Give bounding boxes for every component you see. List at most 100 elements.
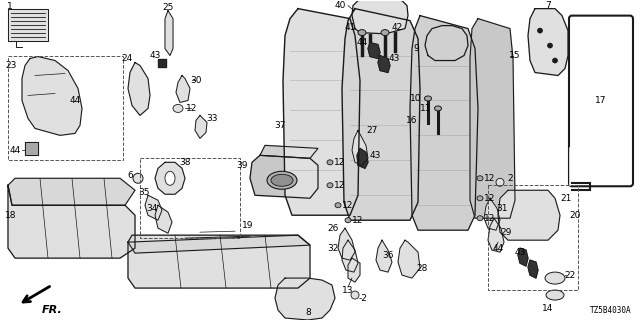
Text: 23: 23	[5, 61, 17, 70]
Text: 6: 6	[127, 171, 133, 180]
Circle shape	[133, 173, 143, 183]
Polygon shape	[338, 228, 355, 260]
Polygon shape	[8, 9, 48, 41]
Polygon shape	[342, 9, 420, 220]
Polygon shape	[352, 0, 408, 34]
Circle shape	[496, 178, 504, 186]
Text: 26: 26	[327, 224, 339, 233]
Ellipse shape	[424, 96, 431, 101]
FancyBboxPatch shape	[569, 16, 633, 186]
Text: 30: 30	[190, 76, 202, 85]
Polygon shape	[528, 260, 538, 278]
Text: 37: 37	[275, 121, 285, 130]
Text: 41: 41	[344, 23, 356, 32]
Text: 43: 43	[369, 151, 381, 160]
Circle shape	[547, 43, 552, 48]
Polygon shape	[518, 248, 528, 266]
Text: 12: 12	[352, 216, 364, 225]
Text: 16: 16	[406, 116, 418, 125]
Polygon shape	[275, 278, 335, 320]
Text: 24: 24	[122, 54, 132, 63]
Polygon shape	[470, 19, 515, 218]
Ellipse shape	[358, 29, 366, 36]
Polygon shape	[25, 142, 38, 155]
Text: FR.: FR.	[42, 305, 62, 315]
Text: 44: 44	[492, 244, 504, 253]
Text: 29: 29	[500, 228, 512, 237]
Ellipse shape	[435, 106, 442, 111]
Ellipse shape	[165, 171, 175, 185]
Polygon shape	[488, 218, 504, 252]
Text: 35: 35	[138, 188, 150, 197]
Polygon shape	[22, 57, 82, 135]
Polygon shape	[357, 148, 368, 168]
Text: 27: 27	[366, 126, 378, 135]
Polygon shape	[398, 240, 420, 278]
Polygon shape	[410, 16, 478, 230]
Ellipse shape	[477, 216, 483, 221]
Text: 43: 43	[388, 54, 400, 63]
Text: -2: -2	[358, 293, 367, 302]
Polygon shape	[155, 205, 172, 233]
Text: 43: 43	[149, 51, 161, 60]
Polygon shape	[260, 145, 318, 158]
Text: 25: 25	[163, 3, 173, 12]
Text: 22: 22	[564, 271, 575, 280]
Text: 15: 15	[509, 51, 521, 60]
Text: 13: 13	[342, 285, 354, 295]
Polygon shape	[498, 190, 560, 240]
Text: 9: 9	[413, 44, 419, 53]
Text: 44: 44	[69, 96, 81, 105]
Polygon shape	[176, 76, 190, 102]
Polygon shape	[484, 198, 500, 230]
Text: 14: 14	[542, 304, 554, 313]
Text: 36: 36	[382, 251, 394, 260]
Polygon shape	[8, 185, 135, 258]
Polygon shape	[250, 155, 318, 198]
Bar	[140, 158, 240, 238]
Text: 44: 44	[356, 38, 367, 47]
Ellipse shape	[345, 218, 351, 223]
Circle shape	[351, 291, 359, 299]
Ellipse shape	[173, 104, 183, 112]
Text: 20: 20	[570, 211, 580, 220]
Ellipse shape	[335, 203, 341, 208]
Text: 43: 43	[515, 248, 525, 257]
Polygon shape	[128, 235, 310, 253]
Text: 1: 1	[7, 2, 13, 11]
Text: 12: 12	[484, 214, 496, 223]
Text: 11: 11	[420, 104, 432, 113]
Polygon shape	[528, 9, 568, 76]
Polygon shape	[283, 9, 360, 215]
Polygon shape	[145, 195, 162, 220]
Text: 28: 28	[416, 264, 428, 273]
Polygon shape	[195, 116, 207, 138]
Polygon shape	[376, 240, 392, 272]
Polygon shape	[378, 56, 390, 73]
Polygon shape	[342, 240, 358, 272]
Ellipse shape	[545, 272, 565, 284]
Ellipse shape	[477, 176, 483, 181]
Ellipse shape	[381, 29, 389, 36]
Bar	[488, 185, 578, 290]
Text: 10: 10	[410, 94, 422, 103]
Text: TZ5B4030A: TZ5B4030A	[590, 306, 632, 315]
Text: 12: 12	[334, 181, 346, 190]
Polygon shape	[348, 258, 360, 282]
Polygon shape	[128, 62, 150, 116]
Text: 12: 12	[186, 104, 198, 113]
Text: 32: 32	[327, 244, 339, 253]
Ellipse shape	[271, 174, 293, 186]
Text: 34: 34	[147, 204, 157, 213]
Circle shape	[552, 58, 557, 63]
Ellipse shape	[327, 183, 333, 188]
Text: 12: 12	[334, 158, 346, 167]
Ellipse shape	[267, 171, 297, 189]
Text: 31: 31	[496, 204, 508, 213]
Text: 18: 18	[5, 211, 17, 220]
Text: 12: 12	[484, 174, 496, 183]
Text: 19: 19	[243, 221, 253, 230]
Polygon shape	[165, 11, 173, 56]
Text: 42: 42	[392, 23, 403, 32]
Text: 33: 33	[206, 114, 218, 123]
